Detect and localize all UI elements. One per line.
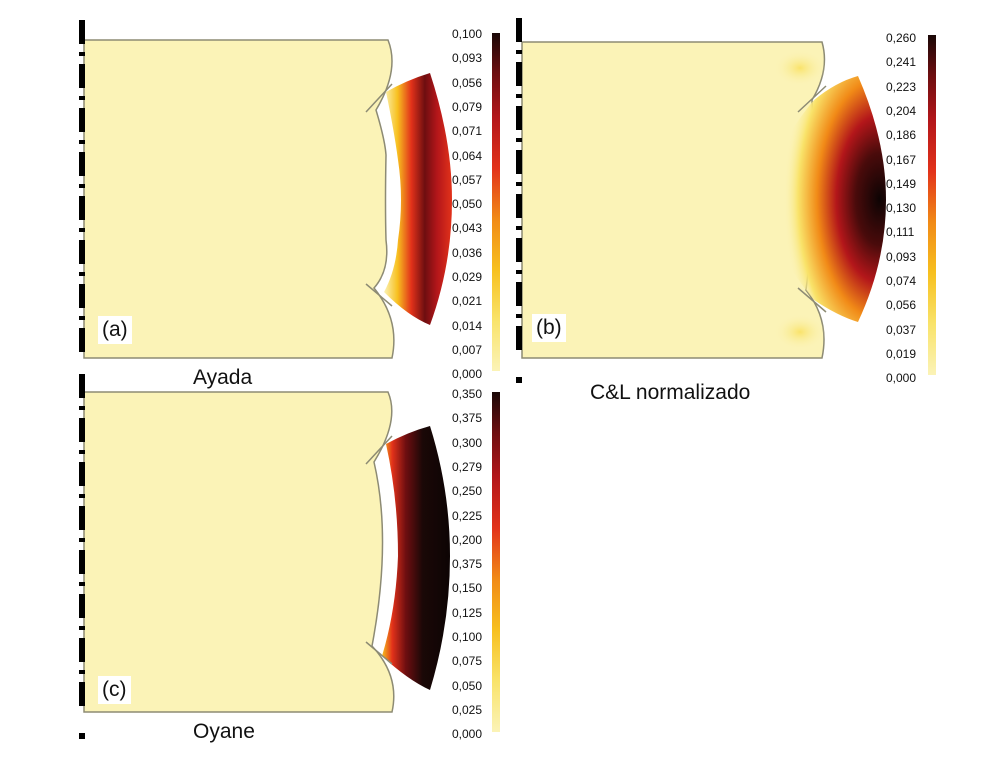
panel-c-die-band — [382, 426, 450, 690]
panel-a-colorbar-tick: 0,057 — [452, 172, 483, 187]
panel-a-colorbar-tick: 0,056 — [452, 75, 483, 90]
panel-c-colorbar-tick: 0,250 — [452, 484, 483, 499]
panel-a-colorbar-tick: 0,100 — [452, 27, 483, 41]
panel-b-colorbar — [928, 35, 936, 375]
panel-c-colorbar-tick: 0,025 — [452, 702, 483, 717]
panel-a-colorbar-tick: 0,029 — [452, 270, 483, 284]
panel-a-colorbar-tick: 0,079 — [452, 99, 483, 114]
panel-a-colorbar-tick: 0,036 — [452, 245, 483, 260]
panel-b-colorbar-tick: 0,204 — [886, 103, 917, 118]
panel-c-colorbar-tick: 0,279 — [452, 459, 483, 474]
panel-b-colorbar-tick: 0,241 — [886, 55, 917, 70]
panel-a-colorbar-tick: 0,000 — [452, 367, 483, 382]
panel-a-caption: Ayada — [193, 366, 253, 389]
panel-c-colorbar-tick: 0,225 — [452, 508, 483, 523]
panel-a-colorbar-bar — [492, 33, 500, 371]
panel-b-spot-top — [774, 50, 826, 86]
panel-c-colorbar — [492, 392, 500, 732]
panel-c-label: (c) — [98, 676, 131, 704]
panel-c-colorbar-tick: 0,000 — [452, 727, 483, 742]
panel-a-plot — [79, 20, 452, 359]
panel-b-colorbar-tick: 0,056 — [886, 298, 917, 313]
panel-a-colorbar-tick: 0,043 — [452, 221, 483, 236]
panel-b-colorbar-tick: 0,130 — [886, 201, 917, 216]
panel-b-die-edge — [797, 85, 827, 313]
panel-c-colorbar-tick: 0,350 — [452, 387, 483, 401]
panel-c-die-edge — [365, 435, 393, 665]
panel-b-colorbar-tick: 0,260 — [886, 31, 917, 45]
panel-b-axis-tail — [516, 377, 522, 383]
panel-b-colorbar-tick: 0,186 — [886, 128, 917, 143]
panel-b-colorbar-tick: 0,149 — [886, 176, 917, 191]
panel-a-billet — [83, 39, 395, 359]
panel-a-die-edge — [365, 83, 393, 307]
panel-a-colorbar-tick: 0,064 — [452, 148, 483, 163]
panel-c-colorbar-tick: 0,375 — [452, 557, 483, 572]
panel-b-colorbar-tick: 0,111 — [886, 225, 915, 240]
panel-b-colorbar-tick: 0,093 — [886, 249, 917, 264]
panel-b-spot-bottom — [774, 314, 826, 350]
panel-a-colorbar-tick: 0,093 — [452, 51, 483, 66]
panel-b-colorbar-tick: 0,223 — [886, 79, 917, 94]
panel-b-caption: C&L normalizado — [590, 381, 751, 404]
panel-b-colorbar-tick: 0,000 — [886, 371, 917, 386]
panel-c-axis-tail — [79, 733, 85, 739]
panel-a-colorbar-tick: 0,021 — [452, 294, 483, 309]
panel-b-colorbar-tick: 0,019 — [886, 346, 917, 361]
panel-b-colorbar-tick: 0,167 — [886, 152, 917, 167]
panel-a-colorbar-tick: 0,007 — [452, 342, 483, 357]
panel-c-caption: Oyane — [193, 720, 255, 743]
panel-c-colorbar-tick: 0,050 — [452, 678, 483, 693]
panel-c-colorbar-tick: 0,100 — [452, 630, 483, 644]
panel-b-colorbar-tick: 0,074 — [886, 274, 917, 288]
panel-c-colorbar-tick: 0,200 — [452, 532, 483, 547]
panel-b-colorbar-tick: 0,037 — [886, 322, 917, 337]
panel-b-colorbar-bar — [928, 35, 936, 375]
panel-c-colorbar-bar — [492, 392, 500, 732]
panel-c-colorbar-tick: 0,125 — [452, 605, 483, 620]
panel-a-colorbar-tick: 0,071 — [452, 124, 483, 139]
panel-b-hot-zone — [758, 76, 886, 322]
panel-c-plot — [79, 374, 450, 739]
panel-c-colorbar-tick: 0,375 — [452, 411, 483, 426]
panel-c-colorbar-tick: 0,075 — [452, 654, 483, 669]
panel-a-label: (a) — [98, 316, 132, 344]
panel-c-billet — [83, 391, 395, 713]
panel-a-die-band — [384, 73, 452, 325]
panel-b-label: (b) — [532, 314, 566, 342]
panel-a-colorbar-tick: 0,014 — [452, 318, 483, 333]
panel-a-colorbar — [492, 33, 500, 371]
panel-c-colorbar-tick: 0,150 — [452, 581, 483, 596]
panel-a-colorbar-tick: 0,050 — [452, 197, 483, 212]
panel-c-colorbar-tick: 0,300 — [452, 435, 483, 450]
panel-b-plot — [516, 18, 886, 383]
